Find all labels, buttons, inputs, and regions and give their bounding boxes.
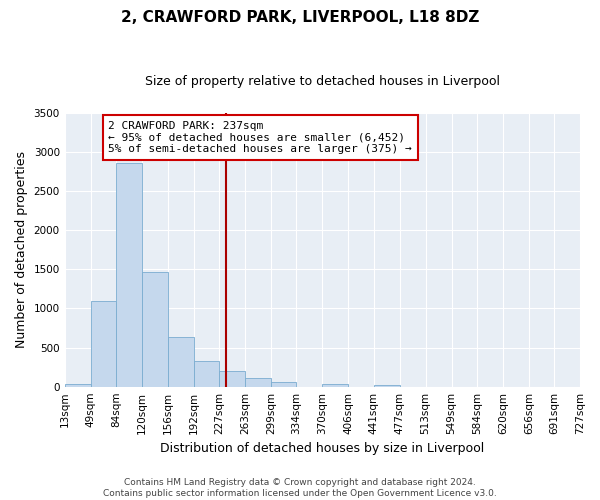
Title: Size of property relative to detached houses in Liverpool: Size of property relative to detached ho… — [145, 75, 500, 88]
Bar — [91, 302, 116, 386]
Text: Contains HM Land Registry data © Crown copyright and database right 2024.
Contai: Contains HM Land Registry data © Crown c… — [103, 478, 497, 498]
Text: 2, CRAWFORD PARK, LIVERPOOL, L18 8DZ: 2, CRAWFORD PARK, LIVERPOOL, L18 8DZ — [121, 10, 479, 25]
Bar — [65, 384, 91, 386]
Bar — [194, 361, 219, 386]
Bar — [374, 385, 400, 386]
Bar — [271, 382, 296, 386]
Text: 2 CRAWFORD PARK: 237sqm
← 95% of detached houses are smaller (6,452)
5% of semi-: 2 CRAWFORD PARK: 237sqm ← 95% of detache… — [109, 121, 412, 154]
Bar — [168, 338, 194, 386]
Bar — [245, 378, 271, 386]
Y-axis label: Number of detached properties: Number of detached properties — [15, 151, 28, 348]
Bar — [116, 163, 142, 386]
Bar — [142, 272, 168, 386]
Bar — [322, 384, 349, 386]
Bar — [219, 372, 245, 386]
X-axis label: Distribution of detached houses by size in Liverpool: Distribution of detached houses by size … — [160, 442, 484, 455]
